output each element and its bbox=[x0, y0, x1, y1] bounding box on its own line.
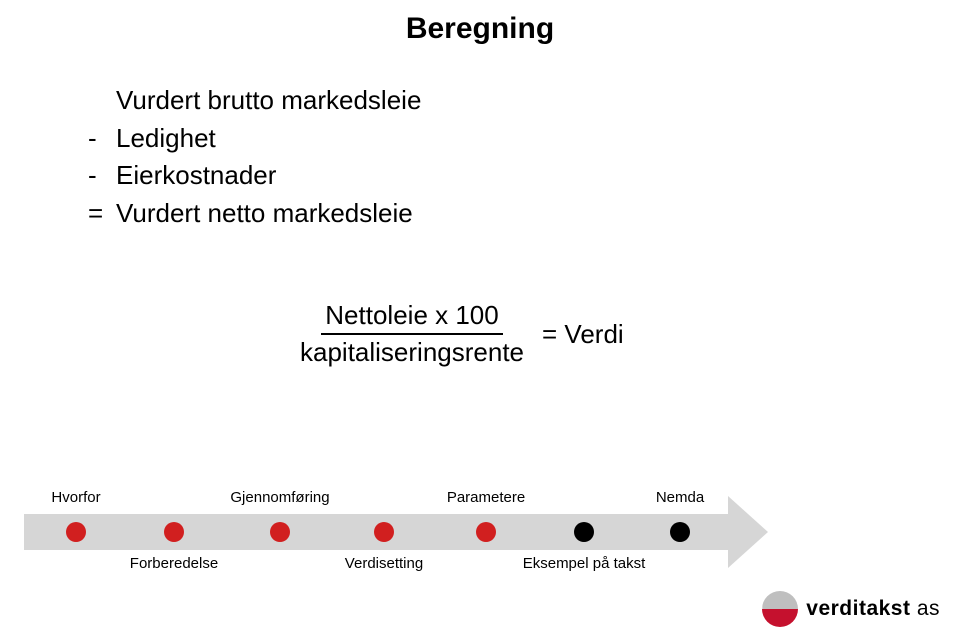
timeline-label-below: Eksempel på takst bbox=[523, 556, 646, 573]
timeline-dot bbox=[476, 522, 496, 542]
timeline-label-above: Parametere bbox=[447, 490, 525, 507]
timeline-label-above: Nemda bbox=[656, 490, 704, 507]
timeline: Hvorfor Forberedelse Gjennomføring Verdiset… bbox=[24, 478, 768, 598]
calc-operator: - bbox=[88, 157, 116, 195]
slide-title: Beregning bbox=[0, 12, 960, 46]
calc-text: Ledighet bbox=[116, 120, 216, 158]
calc-operator: = bbox=[88, 195, 116, 233]
logo-text-light: as bbox=[910, 597, 940, 620]
calc-row: Vurdert brutto markedsleie bbox=[88, 82, 421, 120]
formula-equals: = Verdi bbox=[542, 319, 624, 350]
formula-numerator: Nettoleie x 100 bbox=[321, 300, 502, 335]
timeline-dot bbox=[164, 522, 184, 542]
calc-operator bbox=[88, 82, 116, 120]
formula-fraction: Nettoleie x 100 kapitaliseringsrente bbox=[300, 300, 524, 368]
calc-operator: - bbox=[88, 120, 116, 158]
timeline-dot bbox=[66, 522, 86, 542]
timeline-dot bbox=[374, 522, 394, 542]
timeline-label-above: Gjennomføring bbox=[230, 490, 329, 507]
timeline-label-below: Verdisetting bbox=[345, 556, 423, 573]
timeline-dot bbox=[270, 522, 290, 542]
formula: Nettoleie x 100 kapitaliseringsrente = V… bbox=[300, 300, 624, 368]
calc-row: -Eierkostnader bbox=[88, 157, 421, 195]
timeline-dot bbox=[574, 522, 594, 542]
logo-text: verditakst as bbox=[806, 597, 940, 621]
calc-text: Vurdert brutto markedsleie bbox=[116, 82, 421, 120]
calc-row: =Vurdert netto markedsleie bbox=[88, 195, 421, 233]
timeline-dot bbox=[670, 522, 690, 542]
formula-denominator: kapitaliseringsrente bbox=[300, 335, 524, 368]
calc-text: Eierkostnader bbox=[116, 157, 276, 195]
timeline-label-below: Forberedelse bbox=[130, 556, 218, 573]
logo-text-bold: verditakst bbox=[806, 597, 910, 620]
calculation-list: Vurdert brutto markedsleie-Ledighet-Eier… bbox=[88, 82, 421, 233]
logo: verditakst as bbox=[762, 591, 940, 627]
calc-text: Vurdert netto markedsleie bbox=[116, 195, 413, 233]
timeline-label-above: Hvorfor bbox=[51, 490, 100, 507]
logo-mark bbox=[762, 591, 798, 627]
timeline-arrowhead bbox=[728, 496, 768, 568]
calc-row: -Ledighet bbox=[88, 120, 421, 158]
